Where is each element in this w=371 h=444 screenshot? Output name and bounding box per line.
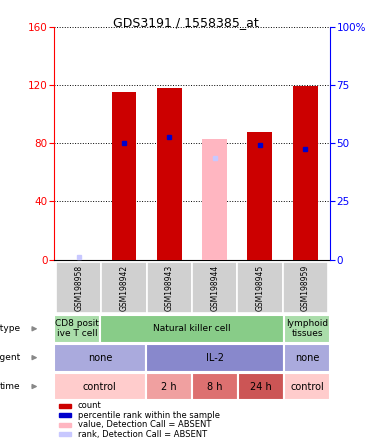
Bar (284, 373, 330, 400)
Text: cell type: cell type (0, 324, 20, 333)
Bar (59, 432, 70, 436)
Bar (54, 373, 146, 400)
Bar (59, 413, 70, 417)
Text: count: count (78, 401, 101, 410)
Text: GSM198944: GSM198944 (210, 264, 219, 311)
Text: GSM198945: GSM198945 (256, 264, 265, 311)
Bar (146, 344, 284, 372)
Bar (293, 87, 318, 260)
Text: GSM198942: GSM198942 (119, 265, 128, 310)
Bar (283, 262, 328, 313)
Text: GSM198943: GSM198943 (165, 264, 174, 311)
Bar (59, 423, 70, 427)
Text: agent: agent (0, 353, 20, 362)
Text: value, Detection Call = ABSENT: value, Detection Call = ABSENT (78, 420, 211, 429)
Bar (237, 262, 283, 313)
Text: percentile rank within the sample: percentile rank within the sample (78, 411, 220, 420)
Text: control: control (83, 381, 117, 392)
Text: Natural killer cell: Natural killer cell (153, 324, 231, 333)
Text: 2 h: 2 h (161, 381, 177, 392)
Text: IL-2: IL-2 (206, 353, 224, 363)
Bar (192, 373, 238, 400)
Text: none: none (295, 353, 319, 363)
Bar (59, 404, 70, 408)
Bar (56, 262, 101, 313)
Text: control: control (290, 381, 324, 392)
Text: time: time (0, 382, 20, 391)
Bar (146, 373, 192, 400)
Text: 8 h: 8 h (207, 381, 223, 392)
Bar (157, 88, 182, 260)
Bar (101, 262, 147, 313)
Text: GSM198958: GSM198958 (74, 265, 83, 310)
Text: 24 h: 24 h (250, 381, 272, 392)
Bar (247, 131, 272, 260)
Bar (284, 344, 330, 372)
Bar (147, 262, 192, 313)
Text: rank, Detection Call = ABSENT: rank, Detection Call = ABSENT (78, 430, 207, 439)
Bar (54, 344, 146, 372)
Bar (238, 373, 284, 400)
Text: none: none (88, 353, 112, 363)
Bar (112, 92, 137, 260)
Bar (100, 315, 284, 343)
Bar (54, 315, 100, 343)
Text: lymphoid
tissues: lymphoid tissues (286, 319, 328, 338)
Bar (202, 139, 227, 260)
Bar (284, 315, 330, 343)
Text: CD8 posit
ive T cell: CD8 posit ive T cell (55, 319, 99, 338)
Bar (192, 262, 237, 313)
Text: GSM198959: GSM198959 (301, 264, 310, 311)
Text: GDS3191 / 1558385_at: GDS3191 / 1558385_at (113, 16, 258, 28)
